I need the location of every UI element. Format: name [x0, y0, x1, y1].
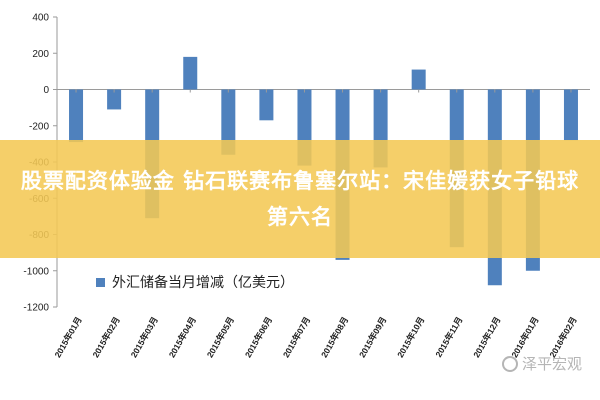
x-tick-label: 2015年06月	[243, 315, 274, 359]
bar-2015年02月	[107, 89, 122, 110]
x-tick-label: 2015年02月	[90, 315, 121, 359]
wechat-icon	[501, 355, 518, 372]
x-tick-label: 2015年12月	[471, 315, 502, 359]
bar-2015年04月	[183, 56, 198, 90]
legend-swatch	[96, 278, 105, 287]
x-tick-label: 2015年04月	[167, 315, 198, 359]
watermark-text: 泽平宏观	[521, 355, 582, 373]
x-tick-label: 2015年05月	[205, 315, 236, 359]
watermark: 泽平宏观	[501, 353, 582, 374]
bar-2016年02月	[563, 89, 578, 141]
x-tick-label: 2015年07月	[281, 315, 312, 359]
x-tick-label: 2015年09月	[357, 315, 388, 359]
y-tick-label: -1000	[23, 266, 49, 277]
x-tick-label: 2015年10月	[395, 315, 426, 359]
legend-label: 外汇储备当月增减（亿美元）	[112, 274, 294, 291]
y-tick-label: -1200	[23, 303, 49, 314]
headline-banner: 股票配资体验金 钻石联赛布鲁塞尔站：宋佳媛获女子铅球第六名	[0, 140, 600, 258]
y-tick-label: 400	[32, 13, 49, 24]
x-tick-label: 2015年03月	[129, 315, 160, 359]
headline-title: 股票配资体验金 钻石联赛布鲁塞尔站：宋佳媛获女子铅球第六名	[20, 169, 580, 229]
x-tick-label: 2015年01月	[52, 315, 83, 359]
x-tick-label: 2015年08月	[319, 315, 350, 359]
bar-2015年06月	[259, 89, 274, 121]
y-tick-label: 0	[43, 85, 49, 96]
bar-2015年05月	[221, 89, 236, 155]
bar-2015年01月	[69, 89, 84, 143]
y-tick-label: -200	[29, 121, 49, 132]
x-tick-label: 2015年11月	[433, 315, 464, 359]
bar-2015年10月	[411, 69, 426, 90]
y-tick-label: 200	[32, 49, 49, 60]
